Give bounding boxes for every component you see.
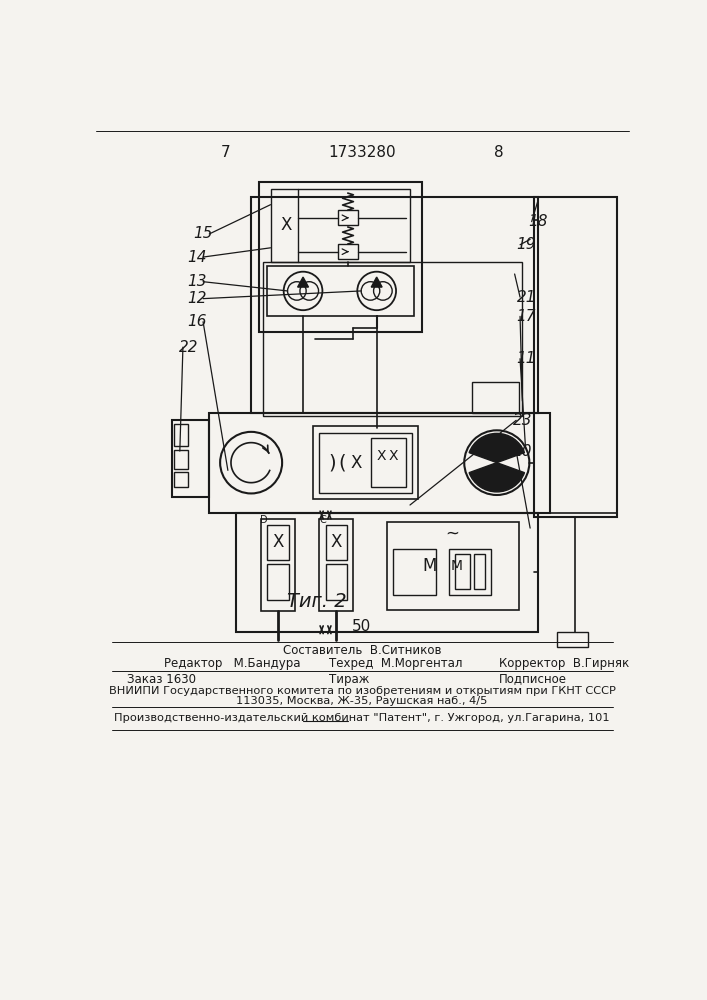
Bar (338, 210, 358, 225)
Text: X: X (388, 449, 398, 463)
Text: C: C (319, 515, 326, 525)
Bar (261, 519, 296, 611)
Bar (338, 244, 358, 259)
Text: M: M (422, 557, 436, 575)
Bar (267, 266, 414, 316)
Bar (325, 564, 347, 600)
Text: (: ( (339, 453, 346, 472)
Text: 22: 22 (180, 340, 199, 355)
Bar (371, 438, 406, 487)
Bar (175, 472, 188, 487)
Bar (455, 554, 470, 589)
Bar (474, 554, 485, 589)
Text: ~: ~ (445, 524, 460, 542)
Bar (313, 426, 418, 499)
Polygon shape (371, 277, 382, 287)
Bar (557, 632, 588, 647)
Text: 23: 23 (513, 413, 532, 428)
Bar (387, 522, 518, 610)
Text: M: M (450, 559, 462, 573)
Text: Составитель  В.Ситников: Составитель В.Ситников (283, 644, 441, 657)
Text: 16: 16 (187, 314, 206, 329)
Text: 20: 20 (513, 444, 532, 459)
Bar (271, 189, 410, 262)
Bar (472, 382, 518, 413)
Bar (251, 197, 538, 413)
Text: 7: 7 (221, 145, 230, 160)
Text: 14: 14 (187, 250, 206, 265)
Text: Заказ 1630: Заказ 1630 (127, 673, 196, 686)
Wedge shape (469, 433, 525, 463)
Bar (172, 420, 209, 497)
Bar (320, 519, 354, 611)
Bar (263, 262, 522, 416)
Text: 8: 8 (494, 145, 504, 160)
Text: 13: 13 (187, 274, 206, 289)
Text: D: D (260, 515, 268, 525)
Text: X: X (350, 454, 361, 472)
Bar (393, 549, 436, 595)
Text: 113035, Москва, Ж-35, Раушская наб., 4/5: 113035, Москва, Ж-35, Раушская наб., 4/5 (236, 696, 488, 706)
Text: Подписное: Подписное (499, 673, 567, 686)
Text: 12: 12 (187, 291, 206, 306)
Bar (320, 433, 411, 493)
Polygon shape (298, 277, 308, 287)
Text: Корректор  В.Гирняк: Корректор В.Гирняк (499, 657, 629, 670)
Text: X: X (280, 216, 292, 234)
Text: ВНИИПИ Государственного комитета по изобретениям и открытиям при ГКНТ СССР: ВНИИПИ Государственного комитета по изоб… (108, 686, 615, 696)
Bar (259, 182, 421, 332)
Text: Τиг. 2: Τиг. 2 (287, 592, 347, 611)
Text: Техред  М.Моргентал: Техред М.Моргентал (329, 657, 462, 670)
Text: 11: 11 (517, 351, 536, 366)
Polygon shape (489, 469, 505, 484)
Bar (175, 450, 188, 469)
Text: ): ) (329, 453, 337, 472)
Bar (209, 413, 549, 513)
Text: Производственно-издательский комбинат "Патент", г. Ужгород, ул.Гагарина, 101: Производственно-издательский комбинат "П… (114, 713, 609, 723)
Bar (449, 549, 491, 595)
Text: 18: 18 (528, 214, 548, 229)
Text: X: X (273, 533, 284, 551)
Text: Редактор   М.Бандура: Редактор М.Бандура (164, 657, 300, 670)
Wedge shape (469, 463, 525, 492)
Bar (267, 564, 289, 600)
Text: 15: 15 (193, 226, 213, 241)
Text: Тираж: Тираж (329, 673, 369, 686)
Bar (534, 197, 617, 517)
Bar (267, 525, 289, 560)
Text: 1733280: 1733280 (328, 145, 396, 160)
Text: 17: 17 (517, 309, 536, 324)
Bar (235, 513, 538, 632)
Text: X: X (331, 533, 342, 551)
Text: 21: 21 (517, 290, 536, 305)
Text: 19: 19 (517, 237, 536, 252)
Text: 50: 50 (352, 619, 372, 634)
Bar (175, 424, 188, 446)
Text: X: X (377, 449, 386, 463)
Bar (325, 525, 347, 560)
